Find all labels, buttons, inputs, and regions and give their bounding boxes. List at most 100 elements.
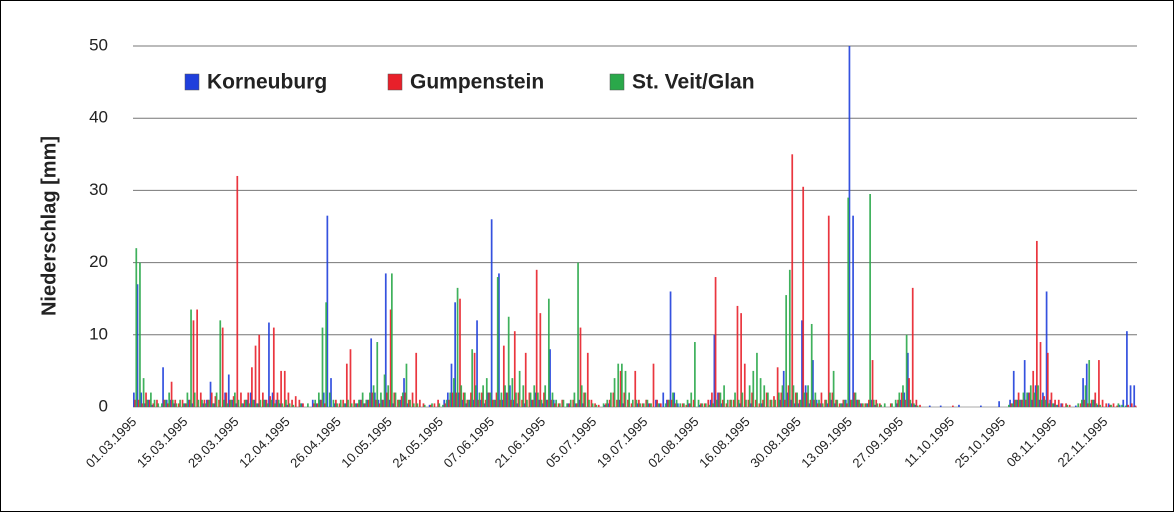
- bar: [1095, 403, 1098, 407]
- bar: [226, 403, 229, 407]
- legend-label: Korneuburg: [207, 71, 327, 94]
- bar: [792, 385, 795, 407]
- bar: [1018, 399, 1021, 407]
- bar: [496, 277, 499, 407]
- bar: [515, 392, 517, 407]
- bar: [393, 392, 396, 407]
- bar: [550, 399, 553, 407]
- bar: [494, 399, 497, 407]
- bar: [566, 403, 568, 407]
- bar: [1050, 392, 1053, 407]
- bar: [908, 378, 910, 407]
- bar: [569, 399, 572, 407]
- bar: [1112, 403, 1115, 407]
- bar: [333, 403, 336, 407]
- bar: [719, 392, 722, 407]
- bar: [394, 392, 397, 407]
- bar: [512, 399, 515, 407]
- bar: [704, 403, 707, 407]
- bar: [676, 403, 679, 407]
- bar: [726, 399, 729, 407]
- bar: [1134, 405, 1137, 407]
- bar: [1090, 399, 1093, 407]
- bar: [813, 399, 816, 407]
- bar: [586, 352, 589, 407]
- bar: [762, 399, 764, 407]
- bar: [552, 399, 555, 407]
- bar: [499, 399, 502, 407]
- bar: [618, 399, 621, 407]
- bar: [674, 403, 677, 407]
- bar: [774, 399, 777, 407]
- bar: [147, 399, 150, 407]
- bar: [461, 399, 464, 407]
- bar: [134, 399, 136, 407]
- bar: [698, 404, 701, 407]
- bar: [729, 399, 732, 407]
- bar: [360, 399, 363, 407]
- bar: [891, 403, 893, 407]
- bar: [160, 403, 163, 407]
- bar: [631, 399, 634, 407]
- bar: [718, 392, 721, 407]
- bar: [1101, 399, 1104, 407]
- bar: [443, 399, 446, 407]
- bar: [533, 385, 536, 407]
- bar: [549, 349, 551, 407]
- bar: [148, 399, 151, 407]
- bar: [464, 392, 466, 407]
- bar: [429, 404, 432, 407]
- bar: [388, 399, 391, 407]
- bar: [1044, 399, 1047, 407]
- bar: [690, 392, 693, 407]
- bar: [509, 385, 511, 407]
- bar: [241, 403, 244, 407]
- bar: [825, 399, 828, 407]
- bar: [1035, 240, 1038, 407]
- bar: [185, 403, 188, 407]
- bar: [1116, 405, 1119, 407]
- bar: [634, 370, 637, 407]
- bar: [230, 399, 233, 407]
- bar: [468, 399, 471, 407]
- bar: [182, 403, 185, 407]
- bar: [409, 399, 411, 407]
- bar: [227, 374, 230, 407]
- bar: [1118, 404, 1121, 407]
- bar: [532, 399, 534, 407]
- bar: [864, 403, 867, 407]
- bar: [485, 378, 488, 407]
- bar: [137, 399, 140, 407]
- bar: [1060, 403, 1063, 407]
- bar: [319, 399, 321, 407]
- bar: [422, 403, 425, 407]
- bar: [408, 399, 410, 407]
- bar: [1031, 399, 1033, 407]
- bar: [136, 284, 139, 407]
- bar: [636, 403, 639, 407]
- bar: [314, 399, 317, 407]
- bar: [655, 399, 657, 407]
- bar: [846, 403, 848, 407]
- bar: [247, 392, 250, 407]
- legend-swatch: [609, 73, 625, 91]
- bar: [271, 392, 274, 407]
- bar: [521, 399, 523, 407]
- bar: [1087, 403, 1089, 407]
- bar: [276, 392, 279, 407]
- bar: [874, 404, 876, 407]
- bar: [279, 403, 281, 407]
- bar: [210, 392, 213, 407]
- bar: [662, 392, 665, 407]
- bar: [575, 403, 578, 407]
- bar: [630, 403, 633, 407]
- bar: [672, 392, 674, 407]
- bar: [838, 403, 841, 407]
- bar: [451, 392, 454, 407]
- bar: [349, 349, 352, 407]
- bar: [277, 399, 280, 407]
- bar: [648, 403, 651, 407]
- bar: [328, 392, 331, 407]
- bar: [638, 399, 640, 407]
